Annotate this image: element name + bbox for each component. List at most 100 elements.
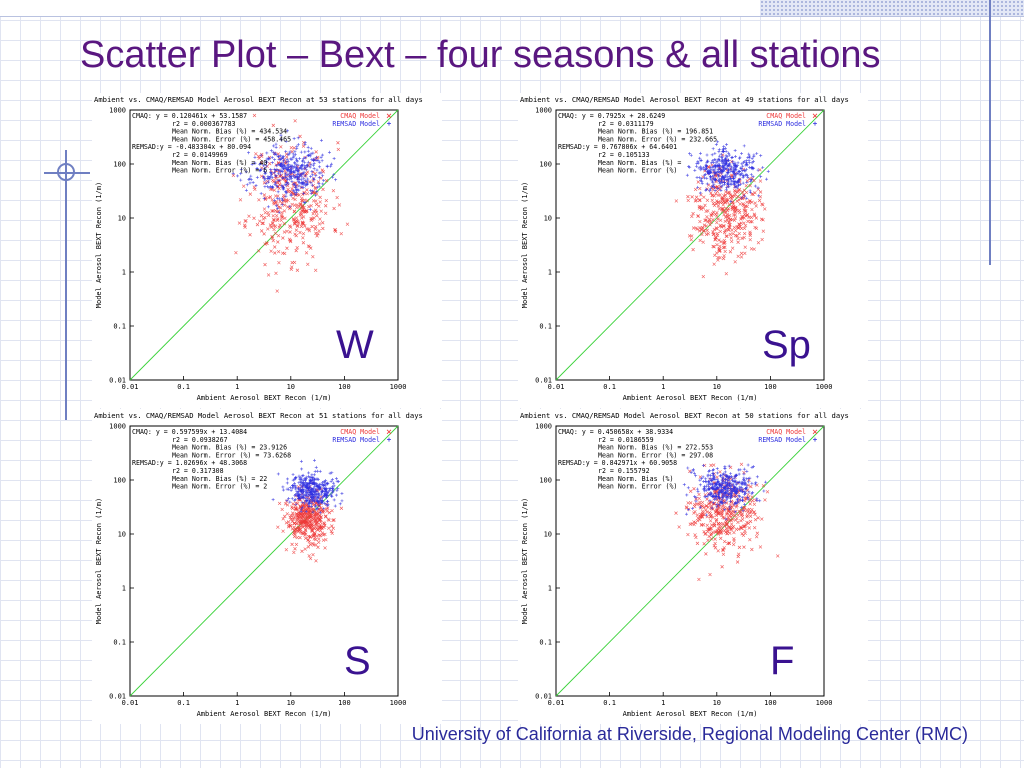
cmaq-point [709, 533, 713, 537]
cmaq-point [270, 198, 274, 202]
cmaq-point [322, 521, 326, 525]
cmaq-point [321, 187, 325, 192]
cmaq-point [345, 222, 350, 226]
remsad-point [720, 165, 724, 169]
cmaq-point [718, 244, 722, 248]
cmaq-point [739, 508, 744, 512]
cmaq-point [282, 221, 286, 226]
cmaq-point [693, 199, 698, 203]
cmaq-point [737, 198, 741, 202]
remsad-point [743, 492, 747, 496]
remsad-point [730, 489, 734, 493]
remsad-point [266, 205, 270, 209]
remsad-point [285, 481, 289, 485]
cmaq-point [743, 529, 747, 533]
remsad-point [748, 476, 752, 480]
remsad-point [276, 190, 280, 194]
remsad-point [709, 486, 713, 490]
fit-stats-line: Mean Norm. Bias (%) = 23.9126 [172, 444, 287, 452]
cmaq-point [733, 228, 738, 233]
cmaq-point [731, 202, 736, 206]
cmaq-point [731, 517, 735, 522]
remsad-point [717, 157, 721, 161]
remsad-point [247, 151, 251, 155]
cmaq-point [754, 216, 759, 220]
cmaq-point [714, 251, 719, 255]
cmaq-point [746, 219, 750, 224]
cmaq-point [749, 510, 753, 514]
remsad-point [699, 159, 703, 163]
cmaq-point [295, 521, 299, 526]
cmaq-point [752, 178, 756, 183]
remsad-point [320, 498, 324, 502]
remsad-point [733, 165, 737, 169]
cmaq-point [731, 513, 735, 518]
remsad-point [709, 168, 713, 172]
cmaq-point [690, 195, 694, 199]
cmaq-point [730, 217, 735, 222]
remsad-point [309, 191, 313, 195]
y-tick-label: 100 [539, 161, 552, 169]
cmaq-point [730, 526, 735, 530]
cmaq-point [763, 498, 767, 502]
remsad-point [320, 159, 324, 163]
cmaq-point [704, 552, 708, 556]
cmaq-point [300, 212, 304, 216]
cmaq-point [308, 508, 312, 513]
cmaq-point [707, 527, 711, 532]
remsad-point [691, 468, 695, 472]
cmaq-point [763, 207, 767, 211]
remsad-point [275, 168, 279, 172]
cmaq-point [314, 559, 318, 563]
plot-frame [555, 109, 825, 381]
cmaq-point [297, 511, 302, 515]
remsad-point [284, 190, 288, 194]
cmaq-point [685, 506, 689, 510]
remsad-point [250, 162, 254, 166]
remsad-point [719, 490, 723, 494]
cmaq-point [278, 206, 283, 210]
remsad-point [319, 138, 323, 142]
cmaq-point [318, 200, 322, 204]
remsad-point [279, 138, 283, 142]
cmaq-point [253, 187, 257, 192]
cmaq-point [699, 523, 704, 527]
fit-stats-line: Mean Norm. Error (%) [598, 483, 677, 491]
cmaq-point [732, 225, 737, 230]
remsad-point [703, 176, 707, 180]
remsad-point [332, 173, 336, 177]
remsad-point [321, 495, 325, 499]
cmaq-point [725, 234, 729, 238]
remsad-point [292, 481, 296, 485]
remsad-point [328, 488, 332, 492]
remsad-point [275, 196, 279, 200]
remsad-point [732, 486, 736, 490]
remsad-series [231, 129, 338, 214]
remsad-point [302, 166, 306, 170]
cmaq-point [294, 248, 298, 253]
remsad-point [686, 466, 690, 470]
remsad-point [249, 174, 253, 178]
remsad-point [727, 479, 731, 483]
cmaq-point [284, 547, 289, 552]
cmaq-series [674, 153, 767, 279]
cmaq-point [748, 519, 753, 524]
cmaq-point [739, 221, 744, 225]
remsad-point [726, 496, 730, 500]
remsad-point [723, 492, 727, 496]
cmaq-point [309, 515, 313, 519]
cmaq-point [760, 517, 764, 521]
remsad-point [732, 479, 736, 483]
cmaq-point [290, 505, 294, 509]
cmaq-point [686, 194, 690, 199]
remsad-point [315, 189, 319, 193]
plot-frame [555, 425, 825, 697]
remsad-point [707, 469, 711, 473]
cmaq-point [304, 251, 309, 255]
remsad-point [721, 494, 725, 498]
cmaq-point [262, 232, 266, 236]
cmaq-point [714, 510, 718, 514]
cmaq-point [307, 539, 312, 544]
remsad-point [292, 182, 296, 186]
remsad-point [330, 486, 334, 490]
